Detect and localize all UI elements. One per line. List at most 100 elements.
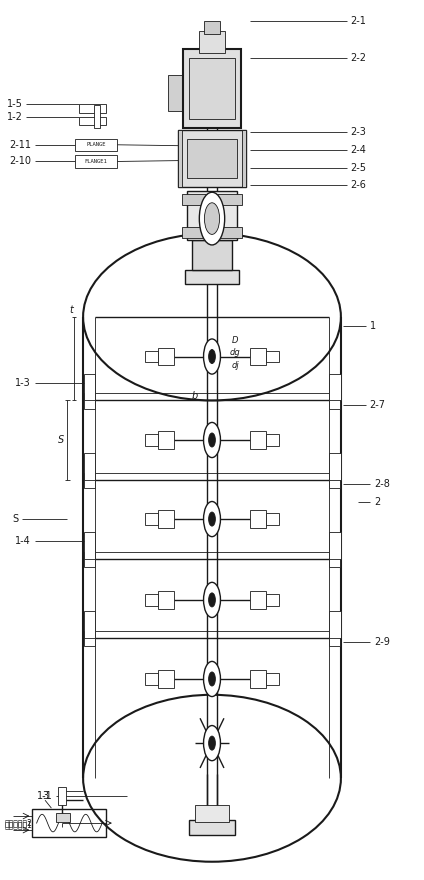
Bar [158, 431, 174, 449]
Bar [58, 787, 66, 804]
Bar [250, 348, 266, 365]
Bar [187, 139, 237, 178]
Bar [145, 673, 158, 685]
Text: 1-2: 1-2 [7, 112, 22, 121]
Circle shape [204, 662, 220, 697]
Bar [250, 591, 266, 609]
Bar [250, 671, 266, 688]
Bar [199, 32, 225, 54]
Text: D: D [232, 336, 238, 345]
Circle shape [204, 583, 220, 618]
Bar [182, 227, 242, 238]
Text: 稳温介质料2: 稳温介质料2 [5, 818, 33, 827]
Bar [79, 117, 106, 126]
Text: dj: dj [232, 361, 239, 370]
Bar [204, 21, 220, 34]
Bar [184, 270, 240, 283]
Circle shape [209, 433, 215, 447]
Text: b: b [192, 391, 198, 401]
Text: 2-6: 2-6 [351, 180, 366, 190]
Bar [192, 239, 232, 270]
Text: 1-1: 1-1 [36, 791, 52, 801]
Bar [189, 819, 235, 835]
Circle shape [209, 512, 215, 526]
Bar [187, 191, 237, 239]
Text: 2-3: 2-3 [351, 128, 366, 137]
Text: S: S [12, 514, 19, 524]
Bar [145, 594, 158, 605]
Bar [329, 374, 341, 400]
Circle shape [204, 422, 220, 458]
Text: S: S [58, 435, 64, 445]
Bar [167, 76, 184, 111]
Text: 1-4: 1-4 [15, 536, 31, 546]
Bar [329, 532, 341, 559]
Text: 2: 2 [374, 496, 380, 507]
Bar [189, 58, 235, 120]
Text: 1: 1 [370, 321, 376, 331]
Bar [84, 532, 95, 559]
Circle shape [204, 502, 220, 537]
Bar [56, 813, 70, 822]
Bar [84, 453, 95, 480]
Bar [182, 194, 242, 204]
Bar [158, 510, 174, 528]
Text: 2-10: 2-10 [9, 157, 31, 166]
Circle shape [209, 593, 215, 607]
Bar [84, 473, 95, 488]
Bar [84, 374, 95, 400]
Text: 2-2: 2-2 [351, 53, 367, 62]
Bar [266, 673, 279, 685]
Text: 2-9: 2-9 [374, 637, 390, 647]
Bar [145, 351, 158, 363]
Bar [145, 513, 158, 524]
Text: 2-11: 2-11 [9, 140, 31, 150]
Bar [79, 317, 345, 787]
Bar [243, 130, 246, 187]
Bar [75, 156, 117, 167]
Bar [145, 435, 158, 445]
Bar [84, 631, 95, 647]
Bar [329, 631, 340, 647]
Bar [329, 552, 340, 568]
Text: PLANGE: PLANGE [86, 143, 106, 147]
Text: 1-3: 1-3 [15, 378, 31, 388]
Circle shape [204, 725, 220, 760]
Text: 2-7: 2-7 [370, 400, 386, 410]
Bar [266, 594, 279, 605]
Bar [266, 435, 279, 445]
Bar [329, 473, 340, 488]
Bar [158, 591, 174, 609]
Bar [158, 348, 174, 365]
Circle shape [199, 192, 225, 245]
Bar [32, 809, 106, 837]
Bar [329, 612, 341, 638]
Text: 稳温介质料1: 稳温介质料1 [5, 820, 33, 829]
Bar [329, 453, 341, 480]
Bar [250, 431, 266, 449]
Bar [266, 351, 279, 363]
Bar [195, 804, 229, 822]
Bar [329, 393, 340, 409]
Circle shape [204, 202, 220, 234]
Circle shape [209, 349, 215, 363]
Bar [250, 510, 266, 528]
Text: FLANGE1: FLANGE1 [84, 159, 107, 164]
Bar [75, 139, 117, 151]
Text: dg: dg [230, 348, 240, 356]
Bar [178, 130, 246, 187]
Bar [178, 130, 181, 187]
Text: 3: 3 [42, 791, 48, 801]
Text: 1-5: 1-5 [7, 99, 22, 109]
Circle shape [204, 339, 220, 374]
Bar [158, 671, 174, 688]
Bar [183, 49, 241, 128]
Text: 2-8: 2-8 [374, 479, 390, 489]
Text: t: t [70, 305, 74, 315]
Bar [84, 393, 95, 409]
Bar [84, 612, 95, 638]
Circle shape [209, 672, 215, 686]
Bar [266, 513, 279, 524]
Bar [84, 552, 95, 568]
Circle shape [209, 736, 215, 750]
